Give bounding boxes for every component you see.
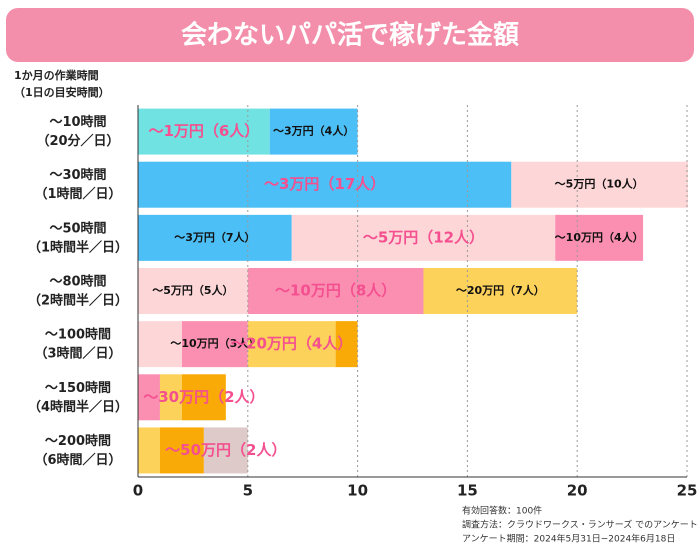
- data-label-highlight: 〜50万円（2人）: [165, 441, 286, 459]
- bar-segment: [335, 321, 358, 368]
- bar-segment: [138, 214, 292, 261]
- bar-segment: [159, 374, 182, 421]
- chart-title: 会わないパパ活で稼げた金額: [181, 20, 519, 51]
- y-tick-label: 〜50時間: [49, 220, 106, 236]
- bar-segment: [138, 161, 512, 208]
- data-label-highlight: 〜5万円（12人）: [363, 228, 484, 246]
- x-tick-label: 5: [243, 482, 253, 500]
- bar-segment: [181, 321, 248, 368]
- y-tick-label: 〜200時間: [45, 433, 111, 449]
- data-label-highlight: 〜3万円（17人）: [264, 175, 385, 193]
- y-tick-label: （3時間／日）: [34, 346, 121, 362]
- data-label: 〜10万円（3人）: [170, 336, 259, 350]
- data-label-highlight: 〜10万円（8人）: [275, 282, 396, 300]
- data-label: 〜3万円（7人）: [174, 230, 255, 244]
- x-tick-label: 10: [347, 482, 368, 500]
- title-banner: [6, 8, 694, 62]
- bar-segment: [159, 427, 204, 474]
- bar-segment: [511, 161, 688, 208]
- bar-segment: [269, 108, 358, 155]
- data-label: 〜10万円（4人）: [555, 230, 644, 244]
- y-tick-label: （1時間／日）: [34, 186, 121, 202]
- note: アンケート期間：2024年5月31日−2024年6月18日: [462, 533, 675, 545]
- data-label-highlight: 〜20万円（4人）: [231, 335, 352, 353]
- data-label: 〜5万円（5人）: [152, 283, 233, 297]
- y-tick-label: （1時間半／日）: [28, 239, 128, 255]
- x-tick-label: 15: [457, 482, 478, 500]
- note: 調査方法：クラウドワークス・ランサーズ でのアンケート: [462, 519, 698, 531]
- bar-segment: [555, 214, 644, 261]
- y-tick-label: 〜80時間: [49, 274, 106, 290]
- note: 有効回答数：100件: [462, 505, 542, 517]
- y-tick-label: 〜100時間: [45, 327, 111, 343]
- y-tick-label: （2時間半／日）: [28, 293, 128, 309]
- bar-segment: [291, 214, 556, 261]
- bar-segment: [138, 321, 182, 368]
- data-label: 〜3万円（4人）: [273, 124, 354, 138]
- x-tick-label: 0: [133, 482, 143, 500]
- x-tick-label: 25: [677, 482, 698, 500]
- bar-segment: [247, 321, 336, 368]
- data-label-highlight: 〜1万円（6人）: [148, 122, 259, 140]
- data-label: 〜20万円（7人）: [456, 283, 545, 297]
- plot: [138, 108, 688, 474]
- bar-segment: [138, 374, 160, 421]
- y-axis-label: 1か月の作業時間: [14, 68, 99, 82]
- bar-segment: [423, 268, 578, 314]
- bar-segment: [203, 427, 248, 474]
- y-tick-label: 〜30時間: [49, 167, 106, 183]
- y-tick-label: 〜150時間: [45, 380, 111, 396]
- data-label-highlight: 〜30万円（2人）: [143, 388, 264, 406]
- bar-segment: [247, 268, 424, 314]
- bar-segment: [138, 268, 248, 314]
- y-tick-label: 〜10時間: [49, 114, 106, 130]
- bar-segment: [181, 374, 226, 421]
- y-tick-label: （20分／日）: [36, 133, 119, 149]
- data-label: 〜5万円（10人）: [555, 177, 644, 191]
- bar-segment: [138, 427, 160, 474]
- y-axis-label: （1日の目安時間）: [14, 85, 110, 99]
- x-tick-label: 20: [567, 482, 588, 500]
- y-tick-label: （4時間半／日）: [28, 399, 128, 415]
- y-tick-label: （6時間／日）: [34, 452, 121, 468]
